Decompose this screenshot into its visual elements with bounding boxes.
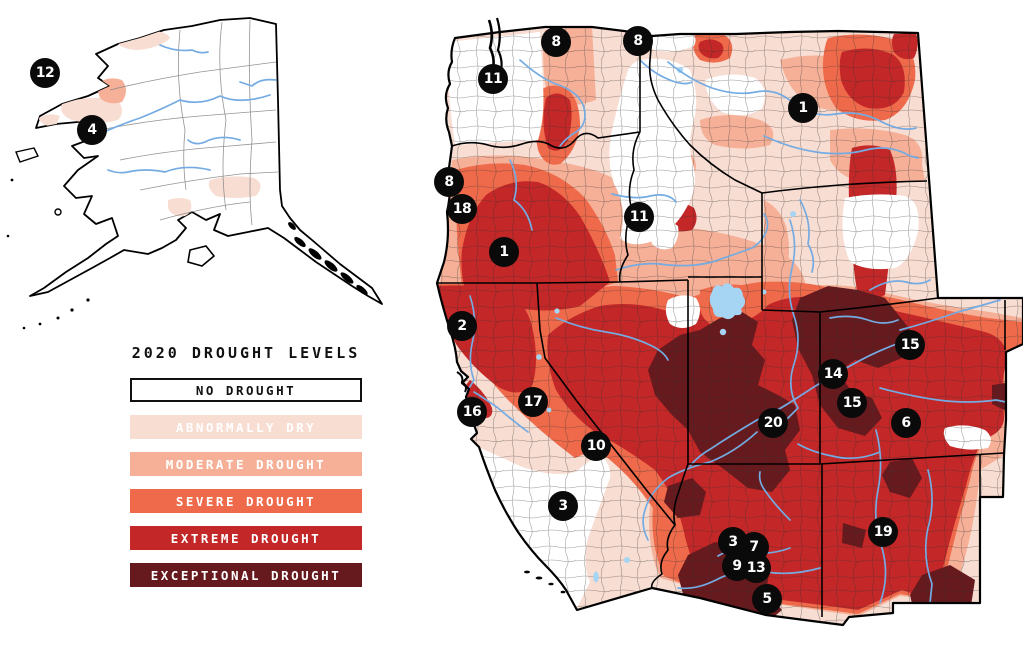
map-count-marker[interactable]: 20: [758, 408, 788, 438]
legend: 2020 DROUGHT LEVELS NO DROUGHT ABNORMALLY…: [130, 344, 362, 600]
map-count-marker[interactable]: 14: [818, 359, 848, 389]
map-count-marker[interactable]: 10: [581, 431, 611, 461]
map-count-marker[interactable]: 11: [624, 202, 654, 232]
alaska-count-marker[interactable]: 12: [30, 58, 60, 88]
legend-item-no-drought: NO DROUGHT: [130, 378, 362, 402]
map-count-marker[interactable]: 6: [891, 408, 921, 438]
map-count-marker[interactable]: 17: [518, 387, 548, 417]
lakes: [536, 67, 796, 583]
map-count-marker[interactable]: 8: [541, 27, 571, 57]
map-count-marker[interactable]: 8: [623, 26, 653, 56]
map-count-marker[interactable]: 2: [447, 311, 477, 341]
legend-title: 2020 DROUGHT LEVELS: [131, 344, 361, 362]
legend-item-severe-drought: SEVERE DROUGHT: [130, 489, 362, 513]
map-count-marker[interactable]: 18: [447, 194, 477, 224]
map-count-marker[interactable]: 1: [489, 237, 519, 267]
state-borders: [437, 33, 1006, 617]
alaska-count-marker[interactable]: 4: [77, 115, 107, 145]
legend-item-moderate-drought: MODERATE DROUGHT: [130, 452, 362, 476]
map-count-marker[interactable]: 11: [478, 64, 508, 94]
aleutian-islands: [6, 178, 90, 330]
legend-rows: NO DROUGHT ABNORMALLY DRY MODERATE DROUGHT…: [130, 378, 362, 587]
map-count-marker[interactable]: 3: [548, 491, 578, 521]
channel-islands: [524, 570, 566, 594]
alaska-inset-map: [6, 17, 383, 330]
map-count-marker[interactable]: 1: [788, 93, 818, 123]
legend-item-extreme-drought: EXTREME DROUGHT: [130, 526, 362, 550]
map-count-marker[interactable]: 19: [868, 517, 898, 547]
map-count-marker[interactable]: 15: [895, 330, 925, 360]
map-count-marker[interactable]: 8: [434, 167, 464, 197]
alaska-panhandle-islands: [288, 222, 368, 295]
map-count-marker[interactable]: 15: [837, 388, 867, 418]
map-count-marker[interactable]: 13: [741, 553, 771, 583]
map-count-marker[interactable]: 16: [457, 397, 487, 427]
legend-item-abnormally-dry: ABNORMALLY DRY: [130, 415, 362, 439]
legend-item-exceptional-drought: EXCEPTIONAL DROUGHT: [130, 563, 362, 587]
map-count-marker[interactable]: 5: [752, 584, 782, 614]
